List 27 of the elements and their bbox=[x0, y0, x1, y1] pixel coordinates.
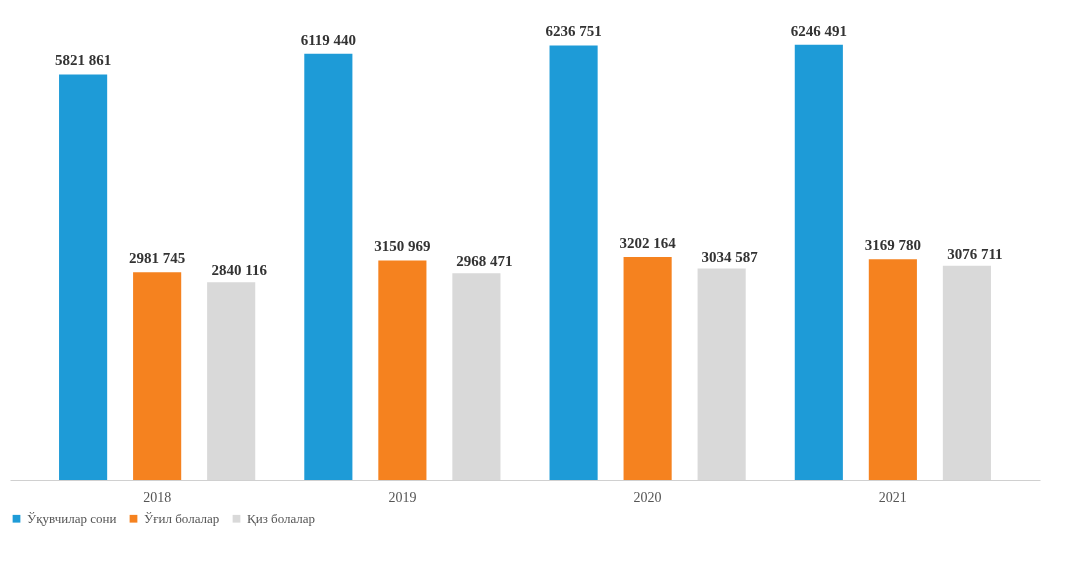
bar bbox=[794, 44, 843, 480]
x-tick-label: 2019 bbox=[388, 489, 417, 505]
bar bbox=[868, 259, 917, 480]
data-label: 2981 745 bbox=[129, 250, 186, 267]
data-label: 6119 440 bbox=[300, 31, 357, 48]
data-label: 3202 164 bbox=[619, 234, 677, 251]
x-tick-label: 2021 bbox=[878, 489, 907, 505]
legend-label: Ўқувчилар сони bbox=[27, 510, 117, 526]
data-label: 6236 751 bbox=[545, 23, 602, 40]
bar bbox=[59, 74, 108, 480]
data-label: 2840 116 bbox=[211, 262, 268, 279]
data-label: 2968 471 bbox=[456, 253, 513, 270]
x-tick-label: 2020 bbox=[633, 489, 662, 505]
bar bbox=[133, 272, 182, 480]
data-label: 5821 861 bbox=[54, 52, 112, 69]
data-label: 3150 969 bbox=[374, 238, 431, 255]
bar bbox=[623, 256, 672, 480]
legend-label: Қиз болалар bbox=[247, 510, 316, 526]
x-tick-label: 2018 bbox=[143, 489, 172, 505]
data-label: 3169 780 bbox=[864, 237, 921, 254]
legend-label: Ўғил болалар bbox=[144, 510, 220, 526]
data-label: 3034 587 bbox=[701, 248, 759, 265]
bar bbox=[378, 260, 427, 480]
data-label: 3076 711 bbox=[947, 245, 1003, 262]
bar bbox=[304, 53, 353, 480]
data-label: 6246 491 bbox=[790, 22, 847, 39]
bar bbox=[549, 45, 598, 480]
